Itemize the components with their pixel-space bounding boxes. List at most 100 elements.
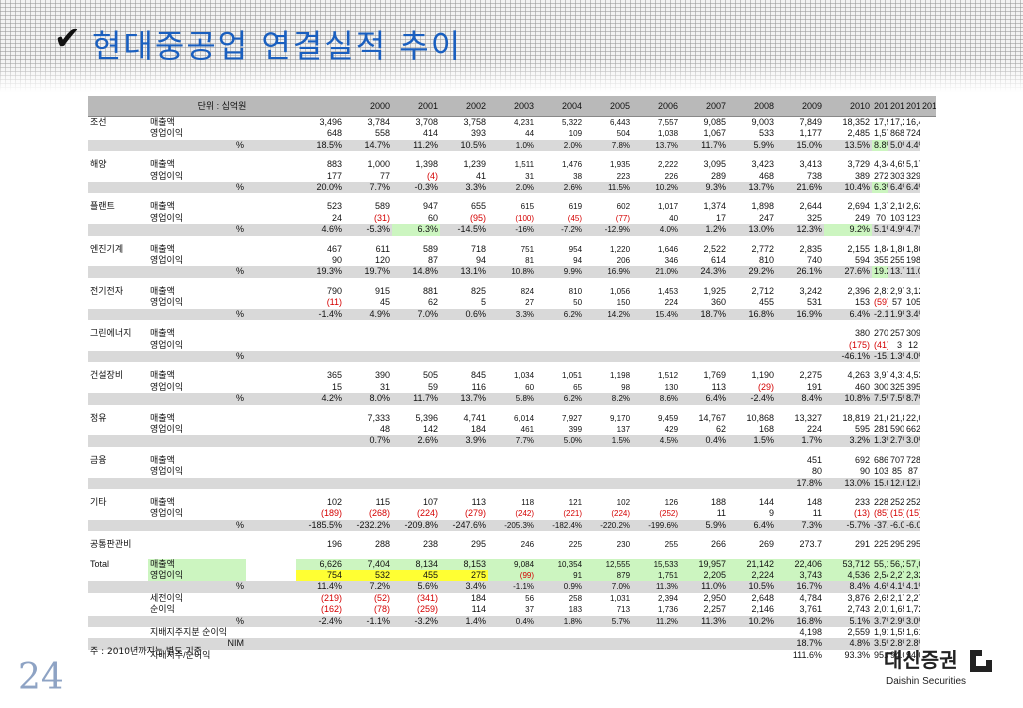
value-cell: 238 (423, 539, 439, 550)
value-cell: 6,626 (296, 558, 345, 570)
value-cell: 589 (375, 201, 391, 212)
section-spacer (88, 531, 936, 539)
value-cell: 113 (711, 381, 727, 392)
value-cell: 2,712 (751, 285, 775, 296)
value-cell: 8.7% (904, 393, 920, 405)
table-row: 순이익 (162) (78) (259) 114 37 183 713 1,736 2,257 2,… (88, 604, 936, 615)
value-cell: (29) (758, 381, 775, 392)
value-cell (488, 638, 537, 650)
earnings-table: 단위 : 십억원 2000 2001 2002 2003 2004 2005 2006 200… (88, 96, 936, 661)
value-cell: (15) (890, 508, 904, 519)
value-cell: 1,769 (703, 370, 727, 381)
value-cell: 531 (807, 297, 823, 308)
segment-label (88, 213, 148, 224)
item-label (148, 638, 208, 650)
value-cell: 50 (573, 298, 583, 308)
value-cell (632, 466, 680, 477)
table-row: 기타 매출액 102 115 107 113 118 121 102 126 188 144 148 23… (88, 497, 936, 508)
value-cell (728, 455, 776, 466)
value-cell: -220.2% (584, 519, 633, 532)
value-cell: 87 (428, 255, 439, 266)
value-cell (632, 638, 681, 650)
value-cell: 300 (874, 381, 889, 392)
value-cell: 5.6% (392, 581, 441, 593)
value-cell: 10.8% (488, 266, 537, 278)
logo-english: Daishin Securities (886, 676, 967, 687)
value-cell: 3,876 (847, 592, 871, 603)
value-cell: -232.2% (344, 519, 393, 532)
spacer-cell (88, 236, 920, 244)
gap-cell (246, 539, 296, 550)
value-cell: 7,333 (367, 412, 391, 423)
value-cell: 62 (716, 423, 727, 434)
value-cell: 4.9% (344, 308, 393, 321)
value-cell: 4.7% (904, 224, 920, 236)
value-cell: 1,378 (874, 201, 888, 212)
value-cell: -3.2% (392, 615, 441, 628)
value-cell: -46.1% (824, 350, 873, 363)
value-cell: 18.7% (680, 308, 729, 321)
value-cell: 60 (525, 382, 535, 392)
value-cell: 94 (573, 256, 583, 266)
gap-cell (246, 171, 296, 182)
header-year: 2008 (728, 96, 777, 117)
value-cell: 602 (616, 202, 631, 212)
header-year: 2007 (680, 96, 729, 117)
value-cell: 19.3% (296, 266, 345, 278)
gap-cell (246, 615, 297, 628)
value-cell (728, 650, 776, 661)
value-cell: 29.2% (728, 266, 777, 278)
logo-korean: 대신증권 (884, 648, 958, 672)
value-cell: 0.7% (344, 435, 393, 447)
value-cell: 111.6% (792, 649, 823, 660)
value-cell (296, 435, 345, 447)
segment-label: 엔진기계 (90, 243, 124, 254)
table-row: % 4.6% -5.3% 6.3% -14.5% -16% -7.2% -12.9% 4.0% 1… (88, 224, 936, 236)
table-row: 영업이익 (11) 45 62 5 27 50 150 224 360 455 531 153(59)5… (88, 297, 936, 308)
value-cell (728, 477, 777, 489)
value-cell: (219) (321, 592, 343, 603)
value-cell: 12.3% (776, 224, 825, 236)
table-row: % 11.4% 7.2% 5.6% 3.4% -1.1% 0.9% 7.0% 11.3% 11.0… (88, 581, 936, 593)
value-cell: 20.0% (296, 182, 345, 194)
value-cell (584, 466, 632, 477)
value-cell: 7,404 (344, 558, 393, 570)
value-cell: 17,235 (890, 117, 904, 127)
value-cell: 21.0% (632, 266, 681, 278)
value-cell (776, 350, 825, 363)
value-cell (344, 340, 392, 351)
value-cell: 115 (375, 496, 391, 507)
value-cell: 2.7% (888, 435, 904, 447)
gap-cell (246, 244, 296, 255)
value-cell: 619 (568, 202, 583, 212)
value-cell: 2,743 (847, 604, 871, 615)
value-cell: (279) (465, 508, 487, 519)
segment-label (88, 266, 148, 278)
value-cell: 3,708 (415, 117, 439, 127)
value-cell: 1.4% (440, 615, 489, 628)
segment-label (88, 255, 148, 266)
value-cell: (162) (321, 604, 343, 615)
value-cell: 225 (568, 540, 583, 550)
spacer-cell (88, 531, 920, 539)
value-cell: 8.8% (872, 139, 889, 152)
value-cell: 80 (812, 466, 823, 477)
value-cell: 275 (440, 570, 489, 582)
value-cell (584, 477, 633, 489)
gap-cell (246, 508, 296, 519)
value-cell (584, 455, 632, 466)
value-cell: 12.0% (904, 477, 920, 489)
header-year: 2005 (584, 96, 633, 117)
table-row: 영업이익 754 532 455 275 (99) 91 879 1,751 2,205 2,224… (88, 570, 936, 582)
gap-cell (246, 570, 296, 581)
value-cell: 9,459 (658, 413, 679, 423)
value-cell: 1,577 (874, 128, 888, 139)
value-cell (440, 627, 488, 638)
value-cell: 4,531 (906, 370, 920, 381)
item-label (148, 519, 208, 532)
value-cell (440, 477, 489, 489)
table-row: 영업이익 48 142 184 461 399 137 429 62 168 224 595 281 59… (88, 424, 936, 435)
value-cell: (252) (659, 509, 679, 519)
value-cell: 6,443 (610, 118, 631, 127)
value-cell: 2,658 (874, 592, 888, 603)
